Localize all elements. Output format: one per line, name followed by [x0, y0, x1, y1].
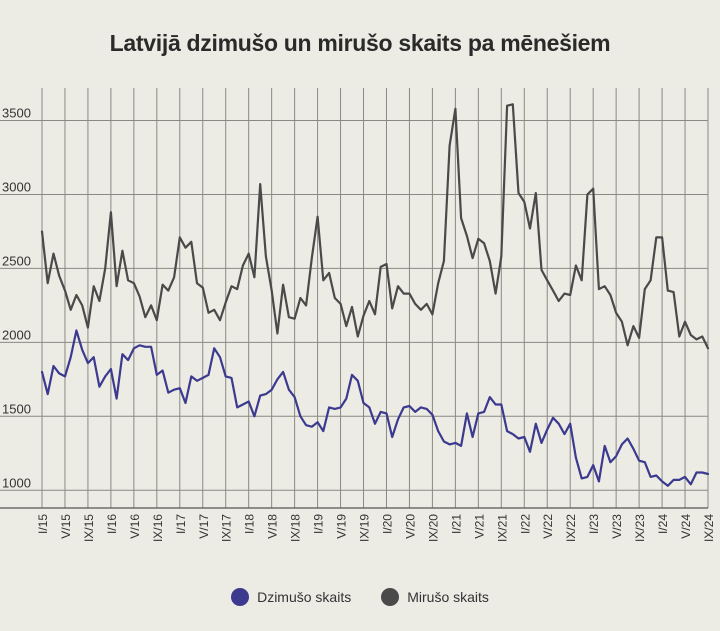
legend-label-deaths: Mirušo skaits — [407, 589, 489, 605]
x-tick-label: IX/24 — [702, 514, 716, 542]
y-tick-label: 3500 — [2, 106, 31, 121]
x-tick-label: I/17 — [174, 514, 188, 534]
legend-item-deaths[interactable]: Mirušo skaits — [381, 588, 489, 606]
x-tick-label: V/16 — [128, 514, 142, 539]
x-tick-label: V/23 — [610, 514, 624, 539]
x-tick-label: I/23 — [587, 514, 601, 534]
y-tick-label: 3000 — [2, 179, 31, 194]
legend-item-births[interactable]: Dzimušo skaits — [231, 588, 351, 606]
x-tick-label: IX/18 — [289, 514, 303, 542]
x-tick-label: I/19 — [312, 514, 326, 534]
x-tick-label: IX/21 — [495, 514, 509, 542]
x-tick-label: IX/16 — [151, 514, 165, 542]
x-tick-label: I/16 — [105, 514, 119, 534]
x-tick-label: I/24 — [656, 514, 670, 534]
x-tick-label: IX/22 — [564, 514, 578, 542]
x-tick-label: IX/17 — [220, 514, 234, 542]
legend-dot-deaths — [381, 588, 400, 606]
x-tick-label: IX/23 — [633, 514, 647, 542]
x-tick-label: V/15 — [59, 514, 73, 539]
x-tick-label: I/18 — [243, 514, 257, 534]
x-tick-label: I/20 — [380, 514, 394, 534]
chart-legend: Dzimušo skaits Mirušo skaits — [0, 588, 720, 606]
x-tick-label: V/22 — [541, 514, 555, 539]
x-tick-label: IX/15 — [82, 514, 96, 542]
x-tick-label: V/18 — [266, 514, 280, 539]
series-line-births — [40, 329, 710, 487]
x-tick-label: V/24 — [679, 514, 693, 539]
x-tick-label: V/19 — [335, 514, 349, 539]
x-tick-label: I/22 — [518, 514, 532, 534]
y-tick-label: 1500 — [2, 401, 31, 416]
legend-label-births: Dzimušo skaits — [257, 589, 352, 605]
chart-title: Latvijā dzimušo un mirušo skaits pa mēne… — [109, 30, 611, 56]
x-tick-label: V/21 — [472, 514, 486, 539]
x-tick-label: V/20 — [403, 514, 417, 539]
y-tick-label: 2500 — [2, 253, 31, 268]
series-line-deaths — [40, 103, 710, 350]
x-tick-label: I/21 — [449, 514, 463, 534]
y-tick-label: 2000 — [2, 327, 31, 342]
legend-dot-births — [231, 588, 250, 606]
y-tick-label: 1000 — [2, 475, 31, 490]
x-tick-label: V/17 — [197, 514, 211, 539]
x-tick-label: IX/20 — [426, 514, 440, 542]
x-tick-label: I/15 — [36, 514, 50, 534]
x-tick-label: IX/19 — [358, 514, 372, 542]
